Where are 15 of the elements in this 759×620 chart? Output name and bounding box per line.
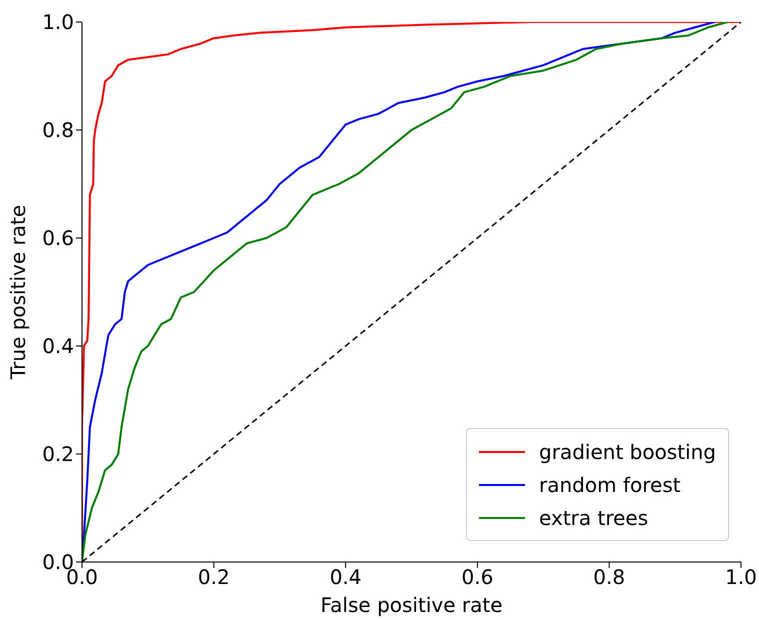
y-axis-title: True positive rate: [6, 204, 30, 380]
x-axis-title: False positive rate: [320, 593, 502, 617]
legend-label: gradient boosting: [539, 440, 716, 464]
y-tick-label: 0.6: [42, 226, 74, 250]
y-tick-label: 0.4: [42, 334, 74, 358]
y-tick-label: 0.8: [42, 118, 74, 142]
y-tick-label: 1.0: [42, 10, 74, 34]
y-tick-label: 0.2: [42, 442, 74, 466]
legend-label: random forest: [539, 472, 681, 496]
legend-label: extra trees: [539, 506, 648, 530]
x-tick-label: 0.4: [330, 565, 362, 590]
x-tick-label: 1.0: [725, 565, 757, 590]
x-tick-label: 0.2: [198, 565, 230, 590]
x-tick-label: 0.6: [461, 565, 494, 590]
x-tick-label: 0.8: [593, 565, 626, 590]
